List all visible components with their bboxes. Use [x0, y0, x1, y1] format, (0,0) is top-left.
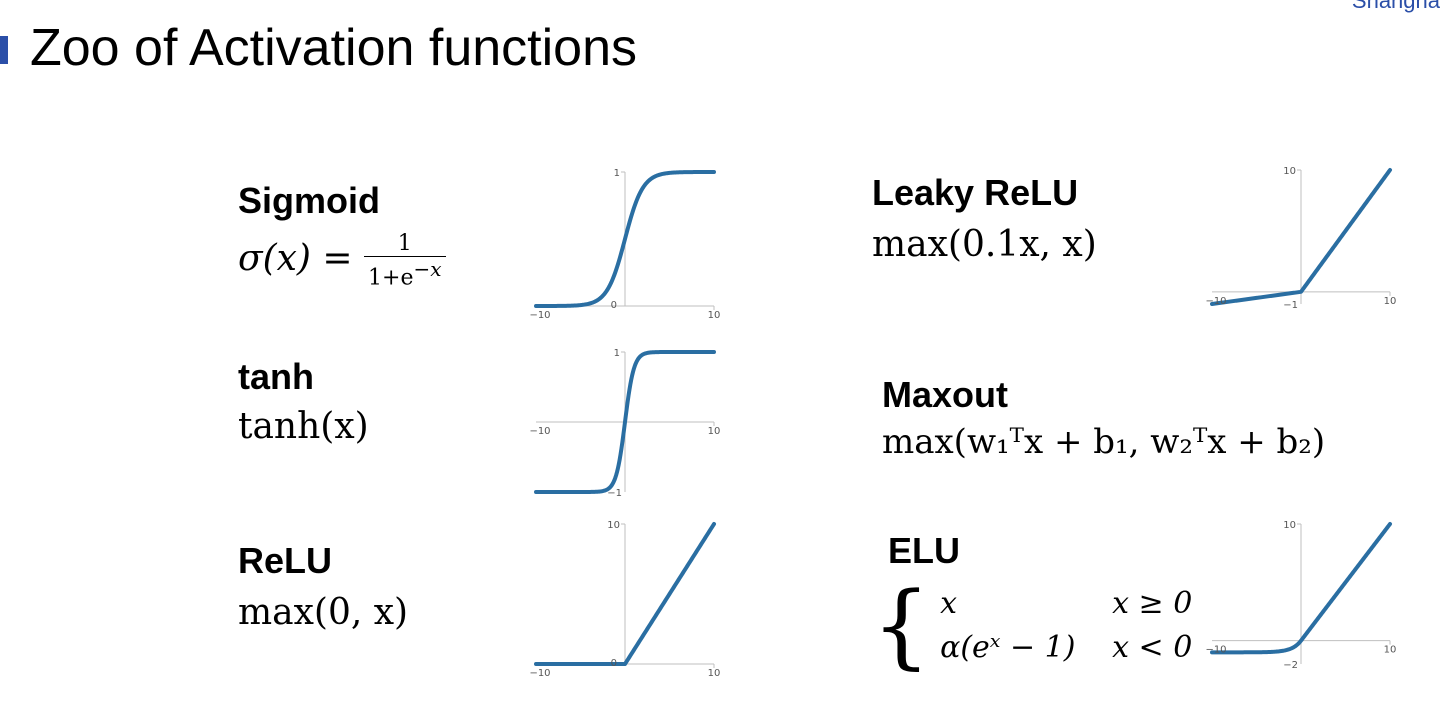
leaky-relu-xtick-max: 10 [1384, 296, 1397, 307]
tanh-xtick-min: −10 [529, 426, 550, 437]
leaky-relu-formula: max(0.1x, x) [872, 224, 1097, 265]
relu-xtick-min: −10 [529, 668, 550, 679]
sigmoid-formula: σ(x) = 1 1+e−x [238, 232, 446, 290]
elu-cases: x x ≥ 0 α(eˣ − 1) x < 0 [940, 582, 1192, 670]
sigmoid-name: Sigmoid [238, 180, 380, 221]
tanh-ytick-max: 1 [614, 348, 620, 359]
relu-curve [534, 522, 716, 666]
relu-plot: −10 10 10 0 [529, 520, 721, 679]
sigmoid-curve [534, 170, 716, 308]
leaky-relu-ytick-min: −1 [1283, 300, 1298, 311]
tanh-name: tanh [238, 356, 314, 397]
elu-xtick-min: −10 [1205, 645, 1226, 656]
slide-title: Zoo of Activation functions [30, 19, 638, 77]
elu-case2-expr: α(eˣ − 1) [940, 630, 1076, 665]
sigmoid-lhs: σ(x) = [238, 238, 353, 280]
elu-formula: { x x ≥ 0 α(eˣ − 1) x < 0 [872, 580, 1192, 672]
elu-ytick-min: −2 [1283, 660, 1298, 671]
leaky-relu-ytick-max: 10 [1283, 166, 1296, 177]
leaky-relu-name: Leaky ReLU [872, 172, 1079, 213]
tanh-plot: −10 10 1 −1 [529, 348, 721, 499]
leaky-relu-plot: −10 10 10 −1 [1205, 166, 1397, 311]
elu-case1-cond: x ≥ 0 [1112, 586, 1193, 621]
elu-curve [1210, 522, 1392, 655]
corner-text: Shangha [1351, 0, 1440, 13]
elu-case2-cond: x < 0 [1112, 630, 1193, 665]
elu-xtick-max: 10 [1384, 645, 1397, 656]
sigmoid-ytick-min: 0 [611, 300, 617, 311]
relu-xtick-max: 10 [708, 668, 721, 679]
elu-name: ELU [888, 530, 960, 571]
leaky-relu-curve [1210, 168, 1392, 306]
relu-ytick-max: 10 [607, 520, 620, 531]
relu-name: ReLU [238, 540, 333, 581]
sigmoid-xtick-max: 10 [708, 310, 721, 321]
sigmoid-ytick-max: 1 [614, 168, 620, 179]
elu-plot: −10 10 10 −2 [1205, 520, 1397, 671]
tanh-xtick-max: 10 [708, 426, 721, 437]
maxout-formula: max(w₁ᵀx + b₁, w₂ᵀx + b₂) [882, 422, 1326, 462]
elu-brace: { [872, 572, 931, 679]
maxout-name: Maxout [882, 374, 1008, 415]
relu-ytick-min: 0 [611, 658, 617, 669]
relu-formula: max(0, x) [238, 592, 409, 633]
sigmoid-denominator: 1+e−x [368, 257, 442, 291]
elu-case1-expr: x [940, 586, 958, 621]
tanh-curve [534, 350, 716, 494]
sigmoid-numerator: 1 [364, 232, 446, 257]
elu-ytick-max: 10 [1283, 520, 1296, 531]
sigmoid-fraction: 1 1+e−x [364, 232, 446, 290]
leaky-relu-xtick-min: −10 [1205, 296, 1226, 307]
tanh-ytick-min: −1 [607, 488, 622, 499]
tanh-formula: tanh(x) [238, 406, 369, 447]
sigmoid-xtick-min: −10 [529, 310, 550, 321]
title-bullet [0, 36, 8, 64]
